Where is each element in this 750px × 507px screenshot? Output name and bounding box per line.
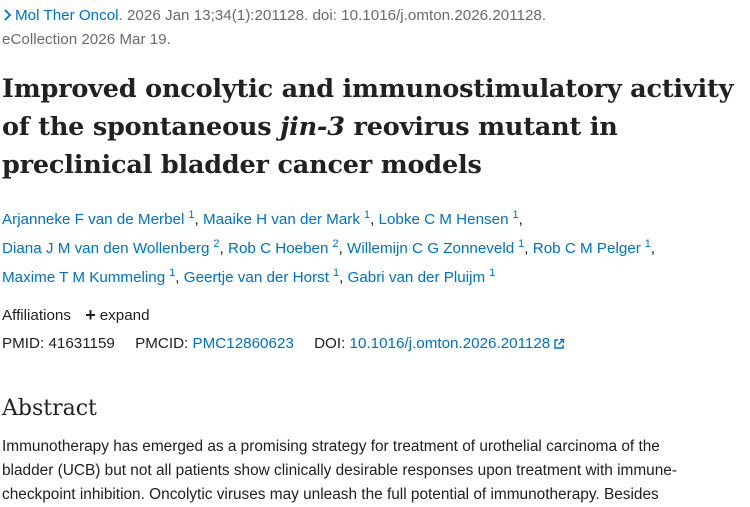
author-item: Maxime T M Kummeling 1, (2, 267, 184, 286)
affiliation-ref[interactable]: 1 (188, 209, 195, 221)
author-separator: , (370, 211, 379, 228)
author-item: Willemijn C G Zonneveld 1, (347, 238, 533, 257)
abstract-heading: Abstract (2, 396, 97, 421)
author-item: Rob C Hoeben 2, (227, 238, 348, 257)
author-link[interactable]: Maaike H van der Mark (202, 211, 360, 228)
affiliation-ref[interactable]: 1 (512, 209, 519, 221)
author-item: Arjanneke F van de Merbel 1, (2, 209, 203, 228)
author-separator: , (194, 211, 203, 228)
author-separator: , (339, 269, 348, 286)
author-link[interactable]: Diana J M van den Wollenberg (2, 240, 210, 257)
affiliations-label: Affiliations (2, 307, 71, 324)
affiliation-ref[interactable]: 1 (169, 267, 176, 279)
title-part-2: reovirus mutant in preclinical bladder c… (2, 112, 618, 180)
author-link[interactable]: Lobke C M Hensen (378, 211, 509, 228)
identifiers-row: PMID: 41631159 PMCID: PMC12860623 DOI: 1… (2, 333, 750, 355)
citation-line-1: Mol Ther Oncol. 2026 Jan 13;34(1):201128… (2, 4, 750, 28)
affiliations-expand-button[interactable]: + expand (85, 305, 150, 325)
affiliation-ref[interactable]: 1 (518, 238, 525, 250)
journal-link[interactable]: Mol Ther Oncol (2, 7, 119, 24)
author-link[interactable]: Arjanneke F van de Merbel (2, 211, 185, 228)
author-separator: , (524, 240, 533, 257)
title-italic: jin-3 (280, 112, 345, 142)
author-separator: , (518, 211, 523, 228)
affiliation-ref[interactable]: 2 (213, 238, 220, 250)
abstract-text: Immunotherapy has emerged as a promising… (2, 435, 747, 507)
journal-name: Mol Ther Oncol (15, 7, 119, 24)
author-item: Lobke C M Hensen 1, (378, 209, 523, 228)
pmid-value: 41631159 (48, 335, 115, 352)
author-link[interactable]: Willemijn C G Zonneveld (347, 240, 515, 257)
external-link-icon (554, 338, 565, 349)
expand-label: expand (99, 307, 150, 324)
abstract-line: checkpoint inhibition. Oncolytic viruses… (2, 486, 659, 503)
author-item: Maaike H van der Mark 1, (202, 209, 379, 228)
title-part-1: Improved oncolytic and immunostimulatory… (2, 74, 734, 142)
author-item: Rob C M Pelger 1, (532, 238, 656, 257)
doi-link[interactable]: 10.1016/j.omton.2026.201128 (350, 335, 566, 352)
citation-details: . 2026 Jan 13;34(1):201128. doi: 10.1016… (118, 7, 547, 24)
author-link[interactable]: Rob C Hoeben (227, 240, 329, 257)
author-link[interactable]: Geertje van der Horst (183, 269, 329, 286)
pmcid-label: PMCID: (135, 335, 189, 352)
author-link[interactable]: Maxime T M Kummeling (2, 269, 166, 286)
pmid-label: PMID: (2, 335, 45, 352)
author-item: Geertje van der Horst 1, (183, 267, 348, 286)
citation-line-2: eCollection 2026 Mar 19. (2, 31, 171, 48)
affiliation-ref[interactable]: 1 (644, 238, 651, 250)
affiliation-ref[interactable]: 1 (363, 209, 371, 221)
affiliation-ref[interactable]: 1 (489, 267, 496, 279)
author-separator: , (219, 240, 228, 257)
article-title: Improved oncolytic and immunostimulatory… (2, 70, 750, 184)
author-item: Gabri van der Pluijm 1 (347, 267, 496, 286)
abstract-line: Immunotherapy has emerged as a promising… (2, 438, 660, 455)
author-item: Diana J M van den Wollenberg 2, (2, 238, 228, 257)
pmcid-link[interactable]: PMC12860623 (192, 335, 294, 352)
author-separator: , (650, 240, 656, 257)
affiliation-ref[interactable]: 1 (332, 267, 340, 279)
author-separator: , (175, 269, 184, 286)
author-separator: , (338, 240, 348, 257)
chevron-right-icon (4, 9, 12, 21)
plus-icon: + (85, 305, 96, 325)
author-link[interactable]: Rob C M Pelger (532, 240, 641, 257)
author-link[interactable]: Gabri van der Pluijm (347, 269, 486, 286)
author-list: Arjanneke F van de Merbel 1, Maaike H van… (2, 203, 750, 290)
affiliations-row: Affiliations + expand (2, 304, 750, 327)
doi-value: 10.1016/j.omton.2026.201128 (349, 335, 551, 352)
citation: Mol Ther Oncol. 2026 Jan 13;34(1):201128… (2, 4, 750, 52)
affiliation-ref[interactable]: 2 (332, 238, 339, 250)
abstract-line: bladder (UCB) but not all patients show … (2, 462, 677, 479)
doi-label: DOI: (314, 335, 346, 352)
